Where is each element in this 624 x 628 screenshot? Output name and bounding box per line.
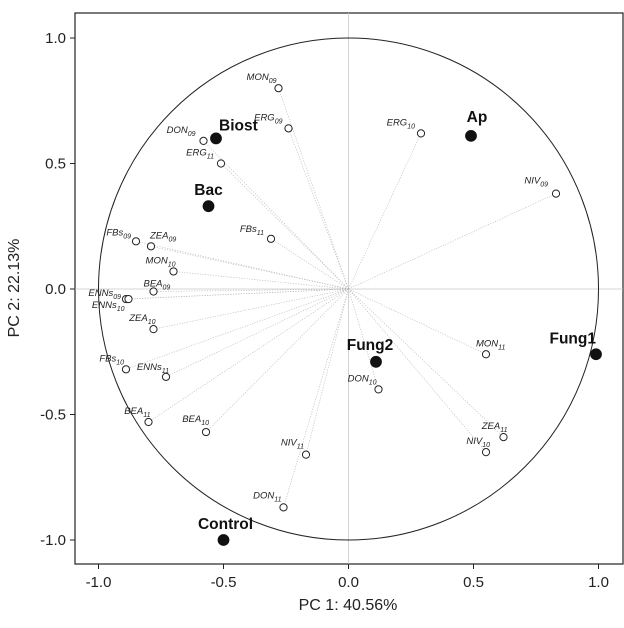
variable-point: [374, 385, 383, 394]
variable-point: [121, 365, 131, 374]
treatment-point: [370, 355, 382, 368]
variable-point: [499, 432, 508, 442]
loading-vector-line: [128, 288, 349, 300]
loading-vector-line: [283, 288, 349, 508]
treatment-label: Biost: [219, 117, 258, 134]
x-tick-label: -0.5: [211, 574, 237, 591]
variable-point: [161, 372, 171, 381]
x-tick-label: -1.0: [86, 574, 112, 591]
loading-vector-line: [348, 288, 379, 390]
variable-point: [149, 325, 158, 334]
variable-label: BEA09: [144, 279, 171, 292]
variable-label: BEA10: [182, 414, 209, 427]
variable-label: NIV11: [281, 438, 304, 451]
treatment-label: Ap: [467, 109, 488, 126]
x-tick-label: 0.0: [338, 574, 359, 591]
variable-point: [199, 136, 208, 146]
variable-label: ERG10: [387, 117, 415, 130]
variable-label: DON09: [167, 125, 196, 138]
variable-point: [301, 450, 311, 459]
loading-vector-line: [305, 288, 349, 455]
treatment-point: [590, 348, 602, 361]
loading-vector-line: [348, 288, 487, 453]
loading-vector-line: [348, 193, 557, 290]
variable-point: [201, 427, 211, 437]
treatment-point: [210, 132, 222, 145]
treatment-point: [465, 129, 477, 142]
y-tick-label: 1.0: [45, 30, 66, 47]
variable-label: DON10: [348, 373, 377, 386]
treatment-label: Control: [198, 516, 253, 533]
loading-vector-line: [153, 288, 349, 330]
treatment-point: [217, 534, 230, 546]
variable-label: FBs10: [99, 353, 124, 366]
loading-vectors: [125, 88, 557, 508]
unit-circle: [98, 37, 599, 541]
variable-label: ERG11: [186, 148, 214, 161]
variable-point: [274, 84, 283, 93]
x-axis-title: PC 1: 40.56%: [299, 597, 398, 614]
point-labels: MON09 ERG09 DON09 ERG11 ERG10 NIV09 FBs09 ZEA09…: [88, 72, 596, 533]
loading-vector-line: [165, 288, 349, 378]
x-tick-label: 1.0: [588, 574, 609, 591]
variable-point: [266, 234, 276, 243]
loading-vector-line: [288, 128, 349, 290]
variable-point: [169, 267, 178, 276]
loading-vector-line: [270, 238, 349, 290]
loading-vector-line: [348, 133, 422, 290]
variable-point: [144, 417, 153, 427]
y-tick-label: 0.0: [45, 281, 66, 298]
loading-vector-line: [125, 288, 349, 370]
variable-label: NIV09: [524, 176, 548, 189]
loading-vector-line: [348, 288, 487, 355]
variable-label: ZEA10: [128, 313, 155, 326]
variable-point: [279, 503, 288, 512]
variable-label: ENNs11: [137, 362, 169, 375]
variable-point: [481, 448, 491, 457]
x-tick-label: 0.5: [463, 574, 484, 591]
loading-vector-line: [278, 88, 349, 290]
variable-label: ENNs09: [88, 288, 121, 301]
loading-vector-line: [220, 163, 349, 290]
variable-label: MON10: [146, 255, 176, 268]
treatment-point: [202, 200, 215, 213]
loading-vector-line: [173, 271, 349, 290]
variable-point: [216, 159, 226, 168]
y-tick-label: 0.5: [45, 156, 66, 173]
variable-label: ERG09: [254, 112, 282, 125]
variable-label: ZEA11: [481, 421, 508, 434]
variable-point: [551, 189, 561, 198]
variable-point: [416, 129, 426, 138]
variable-label: DON11: [253, 490, 281, 503]
variable-point: [481, 350, 491, 359]
variable-point: [149, 287, 158, 296]
variable-label: ZEA09: [149, 230, 176, 243]
variable-label: FBs09: [106, 227, 131, 240]
variable-point: [124, 294, 133, 304]
variable-label: NIV10: [466, 436, 490, 449]
loading-vector-line: [125, 288, 349, 300]
data-points: [121, 84, 602, 546]
variable-label: MON11: [476, 338, 506, 351]
y-tick-label: -1.0: [40, 532, 66, 549]
loading-vector-line: [203, 140, 349, 290]
treatment-label: Fung2: [347, 337, 394, 354]
y-tick-label: -0.5: [40, 407, 66, 424]
variable-label: FBs11: [240, 224, 264, 237]
variable-point: [284, 124, 293, 133]
axis-ticks: -1.0 -0.5 0.0 0.5 1.0 1.0 0.5 0.0 -0.5 -1.0: [40, 30, 609, 591]
variable-point: [146, 242, 156, 251]
y-axis-title: PC 2: 22.13%: [6, 239, 23, 338]
variable-label: MON09: [247, 72, 277, 85]
variable-label: BEA11: [124, 406, 150, 419]
loading-vector-line: [205, 288, 349, 433]
treatment-label: Bac: [194, 182, 223, 199]
loading-vector-line: [150, 246, 349, 290]
variable-point: [131, 237, 141, 246]
variable-label: ENNs10: [92, 300, 125, 313]
treatment-label: Fung1: [550, 330, 597, 347]
loading-vector-line: [348, 288, 504, 438]
loading-vector-line: [148, 288, 349, 423]
